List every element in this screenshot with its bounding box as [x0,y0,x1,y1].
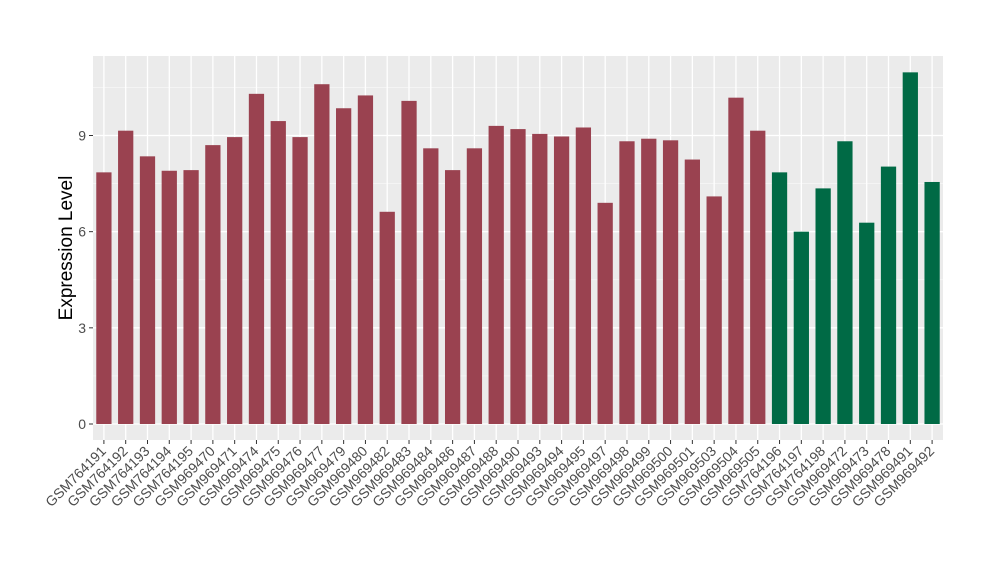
bar-GSM969480 [357,95,374,425]
bar-GSM764191 [96,172,112,424]
bar-GSM969504 [728,97,744,425]
bar-GSM969490 [510,129,526,424]
y-tick-label: 9 [78,128,86,144]
bar-GSM969479 [336,108,352,424]
y-tick-label: 3 [78,320,86,336]
bar-GSM969474 [248,93,265,424]
bar-GSM969494 [553,136,570,424]
bar-GSM969487 [466,148,483,424]
bar-GSM969499 [641,138,657,424]
bar-GSM969488 [488,125,504,424]
bar-GSM969498 [619,141,635,424]
bar-GSM969476 [292,137,308,424]
bar-GSM969501 [684,159,700,425]
bar-GSM764197 [793,231,809,424]
bar-GSM969478 [880,166,897,424]
y-axis: 0 3 6 9 [78,128,93,432]
bar-GSM969472 [837,141,853,424]
y-tick-label: 0 [78,416,86,432]
bar-GSM969503 [706,196,722,424]
bar-GSM969492 [924,181,940,424]
y-axis-title: Expression Level [56,176,77,321]
y-tick-label: 6 [78,224,86,240]
bar-GSM764198 [815,188,831,424]
bar-GSM764194 [161,170,177,424]
bar-GSM969473 [859,222,875,424]
bar-GSM969484 [423,148,439,424]
bar-GSM969471 [227,137,243,424]
bars [96,72,940,425]
bar-GSM969482 [379,211,395,424]
bar-GSM969493 [532,133,548,424]
bar-GSM969477 [314,84,330,425]
bar-GSM969505 [750,130,766,424]
bar-GSM969495 [575,127,592,425]
bar-GSM764192 [118,130,134,424]
bar-GSM969491 [902,72,918,424]
x-axis: GSM764191GSM764192GSM764193GSM764194GSM7… [42,440,937,510]
bar-GSM969486 [444,170,461,424]
bar-GSM969497 [597,202,613,424]
bar-GSM969475 [270,121,286,424]
bar-GSM969483 [401,100,417,424]
bar-GSM969500 [662,140,679,424]
bar-GSM764193 [139,156,156,424]
bar-GSM764195 [183,170,199,424]
bar-GSM764196 [771,172,788,424]
bar-GSM969470 [205,145,221,424]
